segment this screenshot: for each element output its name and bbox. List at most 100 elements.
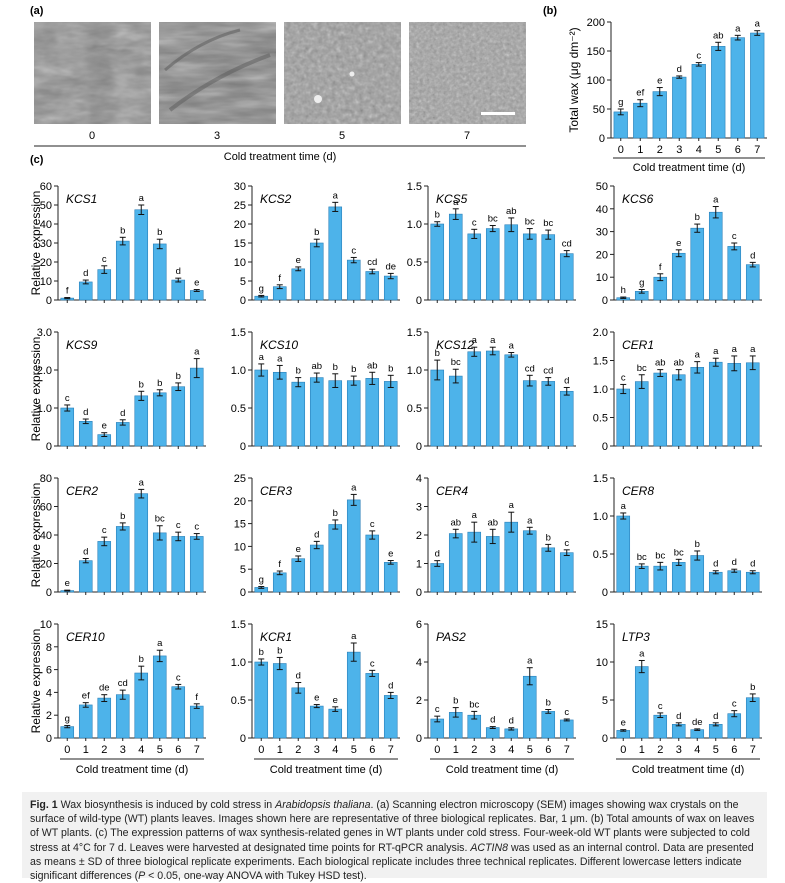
bar-7 bbox=[189, 705, 204, 739]
sem-image-day7 bbox=[409, 22, 526, 124]
x-tick-label: 6 bbox=[175, 744, 181, 756]
y-tick-label: 15 bbox=[234, 519, 246, 531]
significance-letter: b bbox=[120, 225, 125, 236]
chart-KCS6: 0 10 20 30 40 50 h g f e b a c d KCS6 bbox=[596, 181, 762, 307]
bar-0 bbox=[613, 111, 628, 139]
bar-0 bbox=[616, 515, 631, 593]
significance-letter: d bbox=[732, 557, 737, 568]
significance-letter: bc bbox=[488, 214, 498, 225]
significance-letter: a bbox=[695, 350, 701, 361]
y-tick-label: 0 bbox=[602, 587, 608, 599]
bar-6 bbox=[365, 534, 380, 593]
significance-letter: bc bbox=[155, 514, 165, 525]
bar-1 bbox=[78, 281, 93, 301]
significance-letter: c bbox=[621, 372, 626, 383]
significance-letter: d bbox=[176, 266, 181, 277]
significance-letter: d bbox=[750, 559, 755, 570]
bar-2 bbox=[291, 381, 306, 447]
bar-7 bbox=[383, 562, 398, 593]
significance-letter: ab bbox=[673, 358, 684, 369]
x-tick-label: 4 bbox=[696, 144, 702, 156]
significance-letter: ab bbox=[713, 30, 724, 41]
significance-letter: b bbox=[157, 227, 162, 238]
bar-3 bbox=[115, 240, 130, 301]
significance-letter: b bbox=[435, 348, 440, 359]
y-tick-label: 10 bbox=[234, 541, 246, 553]
significance-letter: a bbox=[194, 347, 200, 358]
y-tick-label: 15 bbox=[234, 238, 246, 250]
y-tick-label: 0 bbox=[416, 295, 422, 307]
significance-letter: c bbox=[102, 525, 107, 536]
significance-letter: e bbox=[657, 76, 662, 87]
y-tick-label: 0 bbox=[46, 587, 52, 599]
bar-1 bbox=[78, 560, 93, 593]
bar-7 bbox=[745, 571, 760, 593]
significance-letter: d bbox=[713, 559, 718, 570]
y-tick-label: 20 bbox=[40, 559, 52, 571]
bar-2 bbox=[97, 269, 112, 301]
significance-letter: a bbox=[351, 631, 357, 642]
bar-4 bbox=[134, 493, 149, 593]
significance-letter: b bbox=[695, 539, 700, 550]
y-tick-label: 30 bbox=[40, 238, 52, 250]
significance-letter: d bbox=[677, 64, 682, 75]
significance-letter: ef bbox=[82, 691, 90, 702]
bar-7 bbox=[559, 390, 574, 447]
bar-6 bbox=[541, 381, 556, 447]
y-tick-label: 200 bbox=[587, 17, 605, 29]
bar-1 bbox=[78, 420, 93, 447]
significance-letter: a bbox=[277, 353, 283, 364]
bar-4 bbox=[328, 708, 343, 739]
y-tick-label: 1 bbox=[416, 559, 422, 571]
chart-title: KCR1 bbox=[260, 630, 292, 644]
chart-title: CER4 bbox=[436, 484, 468, 498]
significance-letter: a bbox=[527, 515, 533, 526]
significance-letter: g bbox=[65, 713, 70, 724]
bar-1 bbox=[272, 371, 287, 447]
y-tick-label: 4 bbox=[416, 473, 422, 485]
significance-letter: a bbox=[735, 23, 741, 34]
x-tick-label: 1 bbox=[453, 744, 459, 756]
chart-CER3: 0 5 10 15 20 25 g f e d b a c e CER3 bbox=[234, 473, 400, 599]
bar-4 bbox=[328, 206, 343, 301]
significance-letter: a bbox=[139, 477, 145, 488]
panel-b-label: (b) bbox=[543, 5, 557, 17]
bar-2 bbox=[467, 351, 482, 447]
significance-letter: b bbox=[259, 647, 264, 658]
significance-letter: c bbox=[351, 245, 356, 256]
significance-letter: b bbox=[277, 645, 282, 656]
x-tick-label: 2 bbox=[657, 144, 663, 156]
significance-letter: a bbox=[509, 500, 515, 511]
bar-7 bbox=[383, 695, 398, 739]
x-tick-label: 7 bbox=[388, 744, 394, 756]
bar-2 bbox=[97, 541, 112, 593]
x-tick-label: 3 bbox=[676, 744, 682, 756]
bar-4 bbox=[134, 209, 149, 301]
significance-letter: bc bbox=[543, 218, 553, 229]
significance-letter: h bbox=[621, 285, 626, 296]
bar-3 bbox=[485, 536, 500, 593]
x-tick-label: 0 bbox=[434, 744, 440, 756]
caption-gene: ACTIN8 bbox=[470, 841, 509, 854]
x-tick-label: 5 bbox=[527, 744, 533, 756]
y-tick-label: 40 bbox=[596, 204, 608, 216]
bar-2 bbox=[97, 697, 112, 739]
chart-title: KCS6 bbox=[622, 192, 654, 206]
caption-part3: was used as an internal control. Data ar… bbox=[30, 841, 754, 883]
y-tick-label: 2.0 bbox=[37, 365, 52, 377]
y-tick-label: 1.0 bbox=[231, 657, 246, 669]
x-axis-label: Cold treatment time (d) bbox=[632, 764, 744, 776]
y-tick-label: 1.5 bbox=[593, 356, 608, 368]
x-tick-label: 6 bbox=[369, 744, 375, 756]
y-tick-label: 4 bbox=[416, 657, 422, 669]
significance-letter: cd bbox=[367, 257, 377, 268]
bar-6 bbox=[727, 570, 742, 593]
bar-4 bbox=[690, 555, 705, 593]
y-axis-label: Relative expression bbox=[29, 191, 43, 296]
significance-letter: b bbox=[351, 364, 356, 375]
bar-6 bbox=[541, 234, 556, 301]
bar-3 bbox=[485, 350, 500, 447]
significance-letter: ab bbox=[450, 517, 461, 528]
significance-letter: c bbox=[732, 699, 737, 710]
y-tick-label: 1.0 bbox=[407, 219, 422, 231]
